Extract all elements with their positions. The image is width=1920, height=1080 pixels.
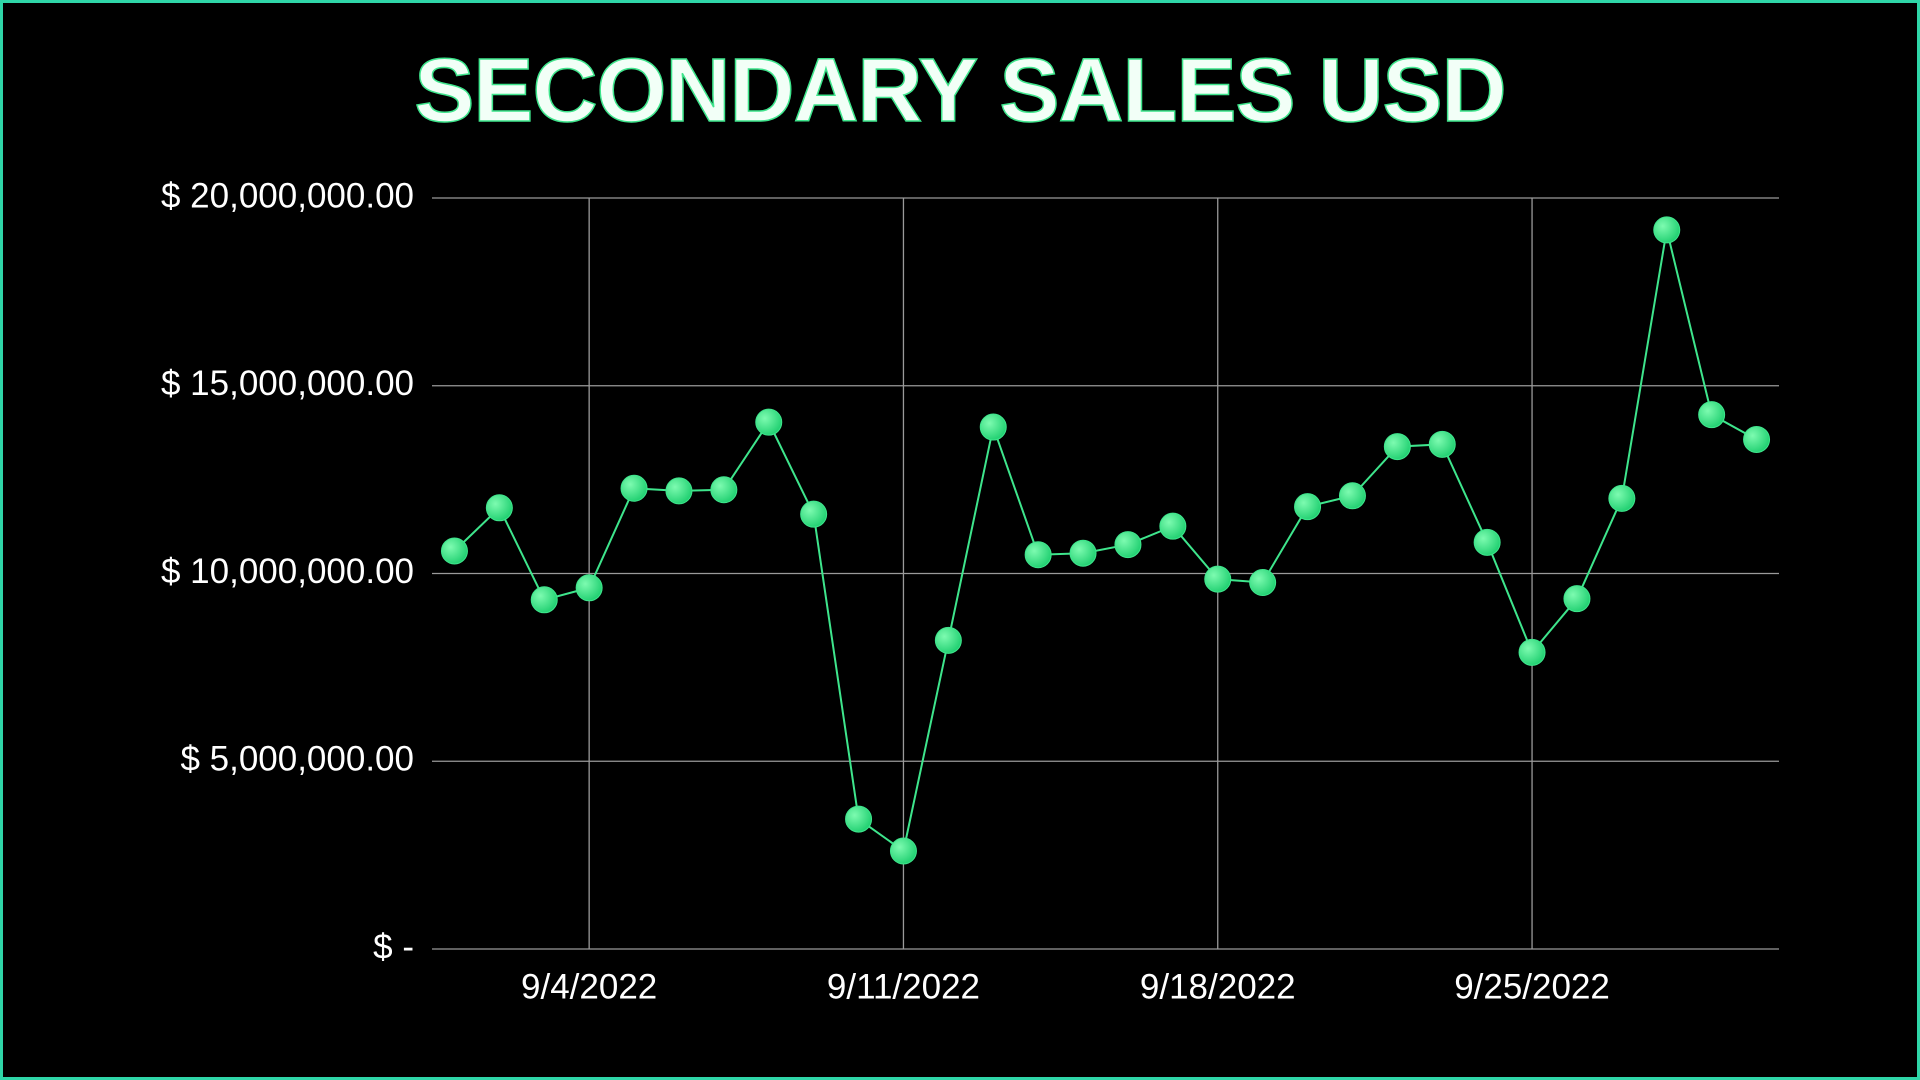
data-point <box>1743 425 1771 453</box>
x-tick-label: 9/11/2022 <box>827 967 980 1006</box>
y-tick-label: $ 20,000,000.00 <box>161 176 414 215</box>
data-point <box>1473 528 1501 556</box>
data-point <box>440 537 468 565</box>
data-point <box>1698 401 1726 429</box>
data-point <box>1653 216 1681 244</box>
data-point <box>1563 585 1591 613</box>
data-point <box>845 805 873 833</box>
data-point <box>889 837 917 865</box>
y-tick-label: $ - <box>373 927 414 966</box>
data-point <box>1608 484 1636 512</box>
data-point <box>1069 539 1097 567</box>
y-tick-label: $ 5,000,000.00 <box>180 740 414 779</box>
x-tick-label: 9/25/2022 <box>1454 967 1610 1006</box>
data-point <box>575 574 603 602</box>
data-point <box>1204 565 1232 593</box>
data-point <box>1518 638 1546 666</box>
data-point <box>710 476 738 504</box>
x-tick-label: 9/18/2022 <box>1140 967 1296 1006</box>
data-point <box>530 586 558 614</box>
data-point <box>665 477 693 505</box>
data-point <box>1294 493 1322 521</box>
data-point <box>1159 512 1187 540</box>
data-point <box>800 500 828 528</box>
x-tick-label: 9/4/2022 <box>521 967 657 1006</box>
data-point <box>1383 433 1411 461</box>
data-point <box>1249 569 1277 597</box>
data-point <box>485 494 513 522</box>
data-point <box>979 413 1007 441</box>
data-point <box>755 408 783 436</box>
data-point <box>1114 531 1142 559</box>
y-tick-label: $ 10,000,000.00 <box>161 552 414 591</box>
data-point <box>1338 482 1366 510</box>
y-tick-label: $ 15,000,000.00 <box>161 364 414 403</box>
chart-title: SECONDARY SALES USD <box>414 41 1505 141</box>
data-point <box>1024 541 1052 569</box>
data-point <box>934 626 962 654</box>
data-point <box>1428 430 1456 458</box>
data-point <box>620 474 648 502</box>
